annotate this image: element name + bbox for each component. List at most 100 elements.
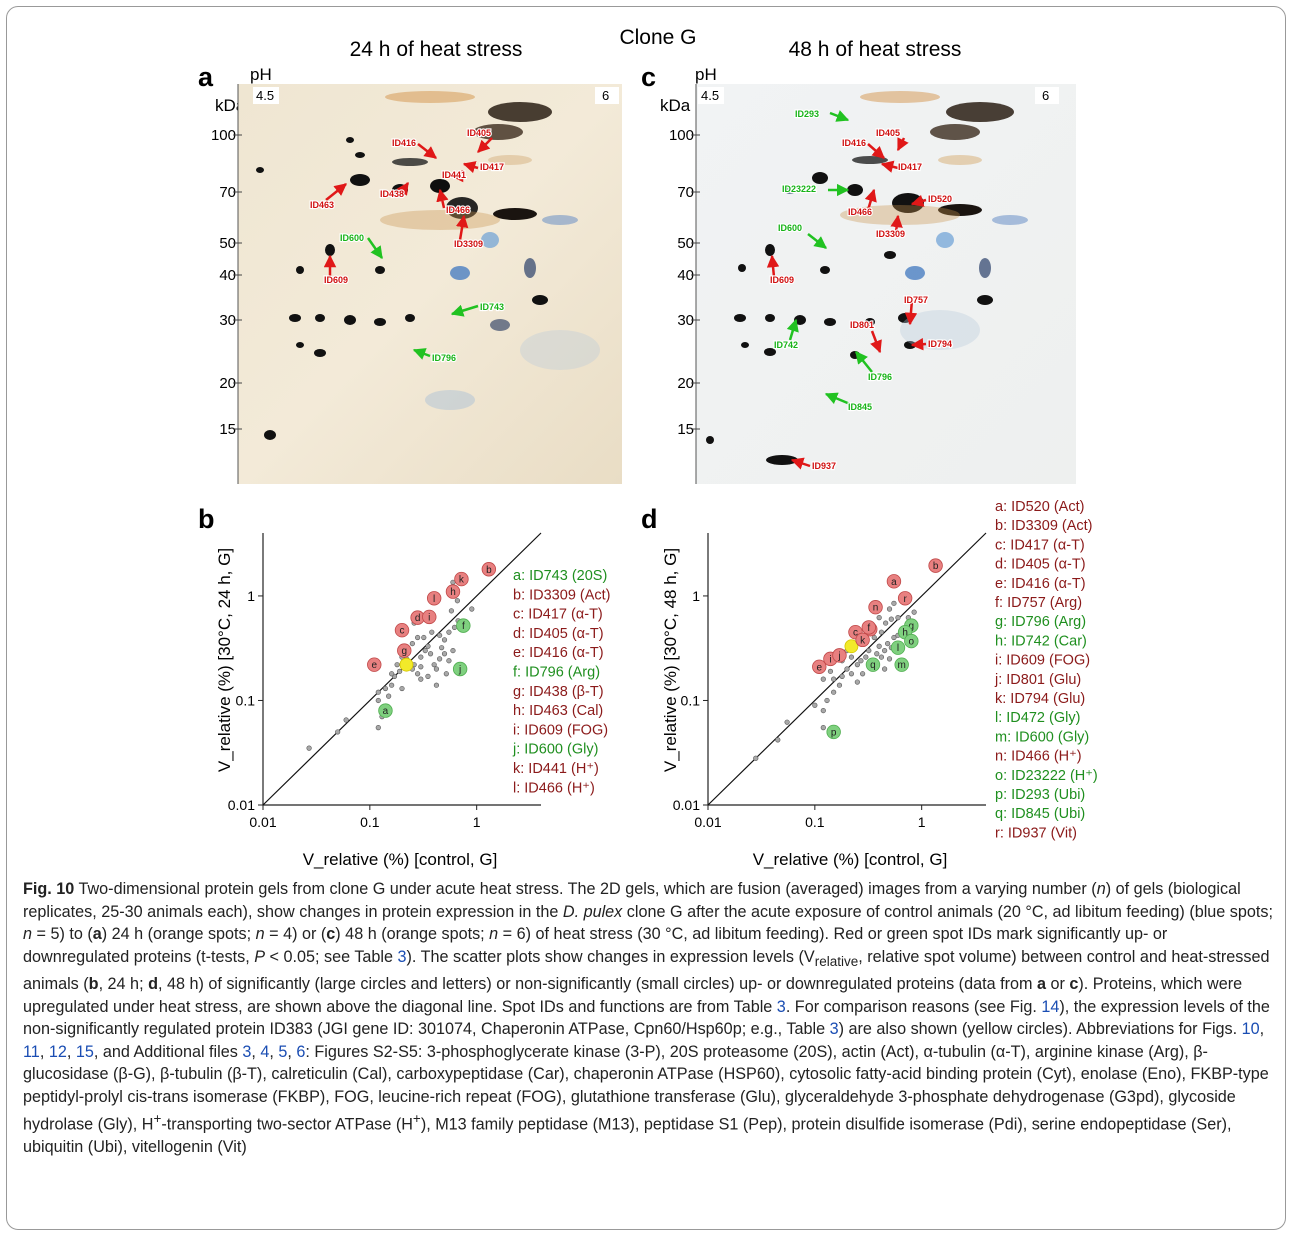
- figure-link[interactable]: 12: [48, 1042, 67, 1061]
- y-axis-label-d: V_relative (%) [30°C, 48 h, G]: [661, 548, 680, 772]
- scatter-point-nonsignificant: [441, 651, 448, 657]
- legend-entry: h: ID463 (Cal): [513, 703, 603, 719]
- spot-arrow: [462, 161, 479, 174]
- scatter-point-nonsignificant: [854, 679, 860, 685]
- scatter-point-letter: k: [459, 575, 465, 586]
- scatter-point-nonsignificant: [306, 745, 312, 751]
- caption-text: ). Proteins, which were upregulated unde…: [23, 975, 1243, 1016]
- kda-tick: 15: [219, 421, 236, 438]
- table-link[interactable]: 3: [397, 947, 407, 966]
- additional-file-link[interactable]: 6: [296, 1042, 306, 1061]
- gel-image-c: 4.5 6 ID293ID405ID416ID417ID23222ID466ID…: [691, 84, 1076, 484]
- ph-right: 6: [1042, 88, 1049, 103]
- scatter-point-letter: o: [909, 637, 915, 648]
- scatter-point-nonsignificant: [433, 682, 440, 688]
- scatter-point-hsp60: [844, 639, 859, 654]
- scatter-point-significant: [894, 657, 909, 672]
- scatter-point-significant: [890, 640, 906, 655]
- scatter-point-nonsignificant: [883, 620, 889, 626]
- ph-box: [595, 87, 619, 104]
- scatter-point-letter: a: [383, 706, 389, 717]
- scatter-point-nonsignificant: [375, 689, 381, 695]
- scatter-point-letter: f: [867, 623, 870, 634]
- spot-label: ID937: [812, 461, 836, 471]
- caption-italic: n: [23, 925, 33, 943]
- scatter-point-nonsignificant: [431, 662, 437, 668]
- gel-c-axis: pH kDa 100 70 50 40 30 20 15: [660, 65, 717, 438]
- scatter-point-nonsignificant: [427, 651, 434, 657]
- scatter-point-significant: [855, 632, 870, 648]
- ph-box: [698, 87, 724, 104]
- scatter-point-significant: [928, 558, 943, 573]
- legend-entry: k: ID441 (H⁺): [513, 761, 599, 777]
- gel-a-background: [238, 84, 622, 484]
- scatter-point-letter: h: [902, 628, 908, 639]
- figure-link[interactable]: 14: [1041, 997, 1060, 1016]
- scatter-point-nonsignificant: [863, 654, 869, 660]
- x-tick-label: 0.01: [249, 814, 276, 830]
- figure-link[interactable]: 10: [1241, 1020, 1260, 1039]
- scatter-point-letter: j: [458, 665, 461, 676]
- scatter-point-nonsignificant: [446, 658, 452, 664]
- spot-label: ID609: [324, 275, 348, 285]
- spot-arrow: [864, 188, 877, 211]
- panel-c-letter: c: [641, 62, 656, 92]
- scatter-point-nonsignificant: [418, 664, 424, 670]
- table-link[interactable]: 3: [776, 997, 786, 1016]
- figure-link[interactable]: 11: [23, 1042, 40, 1061]
- additional-file-link[interactable]: 5: [278, 1042, 288, 1061]
- spot-label: ID757: [904, 295, 928, 305]
- table-link[interactable]: 3: [829, 1020, 839, 1039]
- scatter-point-nonsignificant: [425, 673, 431, 679]
- gel-a-axis: pH kDa 100 70 50 40 30 20 15: [211, 65, 272, 438]
- panel-a-title: 24 h of heat stress: [350, 38, 523, 61]
- scatter-point-significant: [445, 584, 461, 599]
- figure-canvas: Clone G 24 h of heat stress 48 h of heat…: [198, 26, 1098, 869]
- caption-text: ) 48 h (orange spots;: [335, 925, 490, 943]
- scatter-point-significant: [454, 571, 469, 587]
- scatter-point-letter: g: [909, 621, 915, 632]
- spot-arrow: [824, 392, 851, 406]
- clone-title: Clone G: [619, 26, 696, 49]
- spot-label: ID405: [876, 128, 900, 138]
- scatter-point-nonsignificant: [858, 658, 864, 664]
- scatter-point-nonsignificant: [394, 662, 400, 668]
- legend-entry: h: ID742 (Car): [995, 633, 1087, 649]
- y-tick-label: 0.01: [228, 797, 255, 813]
- spot-arrow: [880, 160, 899, 173]
- ph-label: pH: [695, 65, 717, 84]
- spot-arrow: [867, 143, 885, 159]
- scatter-point-nonsignificant: [848, 654, 855, 660]
- scatter-point-letter: f: [462, 621, 465, 632]
- legend-entry: g: ID438 (β-T): [513, 684, 604, 700]
- scatter-point-nonsignificant: [409, 640, 415, 647]
- spot-arrow: [396, 181, 410, 196]
- y-tick-label: 0.01: [673, 797, 700, 813]
- scatter-point-nonsignificant: [911, 609, 917, 615]
- additional-file-link[interactable]: 4: [260, 1042, 270, 1061]
- scatter-point-nonsignificant: [375, 697, 381, 704]
- scatter-point-letter: q: [870, 660, 876, 671]
- y-tick-label: 1: [692, 588, 700, 604]
- caption-text: ,: [39, 1042, 49, 1061]
- caption-text: ,: [251, 1042, 261, 1061]
- figure-link[interactable]: 15: [75, 1042, 94, 1061]
- scatter-point-nonsignificant: [343, 717, 349, 723]
- kda-tick: 30: [219, 312, 236, 329]
- scatter-point-nonsignificant: [820, 725, 826, 731]
- kda-tick: 100: [669, 127, 694, 144]
- additional-file-link[interactable]: 3: [242, 1042, 252, 1061]
- legend-entry: j: ID801 (Glu): [994, 672, 1081, 688]
- panel-a-letter: a: [198, 62, 214, 92]
- scatter-point-nonsignificant: [399, 685, 405, 692]
- spot-arrow: [455, 214, 469, 241]
- scatter-point-significant: [481, 562, 497, 577]
- scatter-plot-d: 0.010.010.10.111abcdefghijklmnopqr: [673, 532, 987, 830]
- y-tick-label: 0.1: [236, 692, 256, 708]
- spot-arrow: [890, 214, 903, 233]
- scatter-point-letter: h: [450, 587, 456, 598]
- gel-a-spot-labels: ID405 ID416 ID417 ID441 ID463 ID438 ID466 ID330…: [309, 127, 505, 364]
- legend-entry: l: ID472 (Gly): [995, 710, 1080, 726]
- scatter-point-nonsignificant: [876, 643, 882, 649]
- scatter-point-nonsignificant: [389, 682, 395, 688]
